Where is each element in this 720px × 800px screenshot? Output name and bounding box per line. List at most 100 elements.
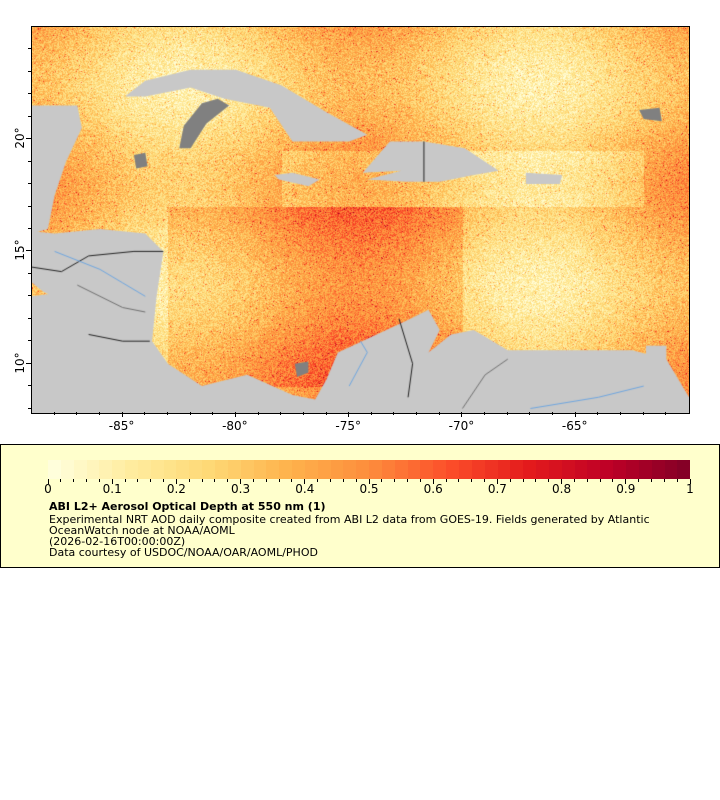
colorbar-band (227, 460, 241, 479)
y-minor-tick (28, 70, 31, 72)
x-minor-tick (302, 412, 304, 415)
colorbar-band (330, 460, 344, 479)
x-minor-tick (529, 412, 531, 415)
colorbar-tick (522, 479, 524, 482)
aod-map (31, 26, 690, 414)
legend-time: (2026-02-16T00:00:00Z) (49, 535, 186, 548)
colorbar-tick (471, 479, 473, 482)
x-tick-label: -85° (108, 419, 135, 433)
colorbar-tick (561, 479, 563, 484)
colorbar-label: 1 (686, 482, 694, 496)
colorbar-band (369, 460, 382, 479)
colorbar-band (536, 460, 549, 479)
y-minor-tick (28, 407, 31, 409)
colorbar-tick (291, 479, 293, 482)
x-minor-tick (370, 412, 372, 415)
colorbar-band (189, 460, 203, 479)
colorbar-tick (484, 479, 486, 482)
colorbar-band (266, 460, 280, 479)
colorbar-tick (175, 479, 177, 484)
x-minor-tick (620, 412, 622, 415)
colorbar-band (484, 460, 498, 479)
colorbar-band (574, 460, 588, 479)
colorbar-band (60, 460, 74, 479)
x-minor-tick (506, 412, 508, 415)
x-tick (121, 412, 123, 417)
y-minor-tick (28, 272, 31, 274)
colorbar-tick (47, 479, 49, 484)
colorbar-tick (676, 479, 678, 482)
colorbar-label: 0.6 (423, 482, 443, 496)
colorbar-tick (509, 479, 511, 482)
x-minor-tick (212, 412, 214, 415)
y-tick (26, 362, 31, 364)
x-tick-label: -80° (222, 419, 248, 433)
colorbar-tick (201, 479, 203, 482)
colorbar-tick (86, 479, 88, 482)
colorbar-band (125, 460, 138, 479)
x-minor-tick (484, 412, 486, 415)
colorbar-band (356, 460, 370, 479)
x-tick-label: -65° (561, 419, 588, 433)
colorbar-label: 0.4 (295, 482, 315, 496)
legend-description-1: Experimental NRT AOD daily composite cre… (49, 513, 650, 526)
colorbar-band (471, 460, 485, 479)
colorbar-band (651, 460, 665, 479)
colorbar-tick (124, 479, 126, 482)
x-minor-tick (53, 412, 55, 415)
colorbar-band (292, 460, 305, 479)
colorbar-tick (355, 479, 357, 482)
colorbar-band (86, 460, 100, 479)
colorbar-band (548, 460, 562, 479)
colorbar-tick (612, 479, 614, 482)
colorbar-band (523, 460, 537, 479)
colorbar-band (587, 460, 601, 479)
colorbar-band (279, 460, 293, 479)
colorbar-label: 0.7 (487, 482, 507, 496)
y-minor-tick (28, 115, 31, 117)
colorbar-tick (214, 479, 216, 482)
colorbar-tick (445, 479, 447, 482)
colorbar-band (664, 460, 678, 479)
legend-panel: 0 0.1 0.2 0.3 0.4 0.5 0.6 0.7 0.8 0.9 1 ABI L2+ Ae… (0, 444, 720, 568)
y-minor-tick (28, 48, 31, 50)
x-minor-tick (393, 412, 395, 415)
colorbar-band (433, 460, 447, 479)
y-tick-label: 10° (13, 351, 27, 374)
colorbar-tick (342, 479, 344, 482)
colorbar-tick (689, 479, 691, 484)
colorbar-tick (368, 479, 370, 484)
x-minor-tick (280, 412, 282, 415)
colorbar-band (202, 460, 215, 479)
colorbar-band (48, 460, 61, 479)
y-tick (26, 250, 31, 252)
colorbar-tick (60, 479, 62, 482)
colorbar-band (304, 460, 318, 479)
legend-title: ABI L2+ Aerosol Optical Depth at 550 nm … (49, 500, 326, 513)
colorbar-tick (240, 479, 242, 484)
colorbar-band (613, 460, 626, 479)
colorbar-band (497, 460, 511, 479)
y-minor-tick (28, 183, 31, 185)
colorbar-tick (573, 479, 575, 482)
y-minor-tick (28, 317, 31, 319)
colorbar-tick (419, 479, 421, 482)
x-minor-tick (144, 412, 146, 415)
colorbar-band (176, 460, 190, 479)
y-minor-tick (28, 160, 31, 162)
colorbar-tick (599, 479, 601, 482)
y-minor-tick (28, 295, 31, 297)
colorbar-band (137, 460, 151, 479)
colorbar-band (394, 460, 408, 479)
aod-map-image (32, 27, 689, 413)
x-minor-tick (98, 412, 100, 415)
colorbar-label: 0.8 (552, 482, 572, 496)
colorbar-band (253, 460, 267, 479)
colorbar-tick (638, 479, 640, 482)
colorbar-band (240, 460, 254, 479)
colorbar-band (407, 460, 421, 479)
colorbar-label: 0 (44, 482, 52, 496)
colorbar-band (317, 460, 331, 479)
colorbar-band (638, 460, 652, 479)
colorbar-tick (329, 479, 331, 482)
